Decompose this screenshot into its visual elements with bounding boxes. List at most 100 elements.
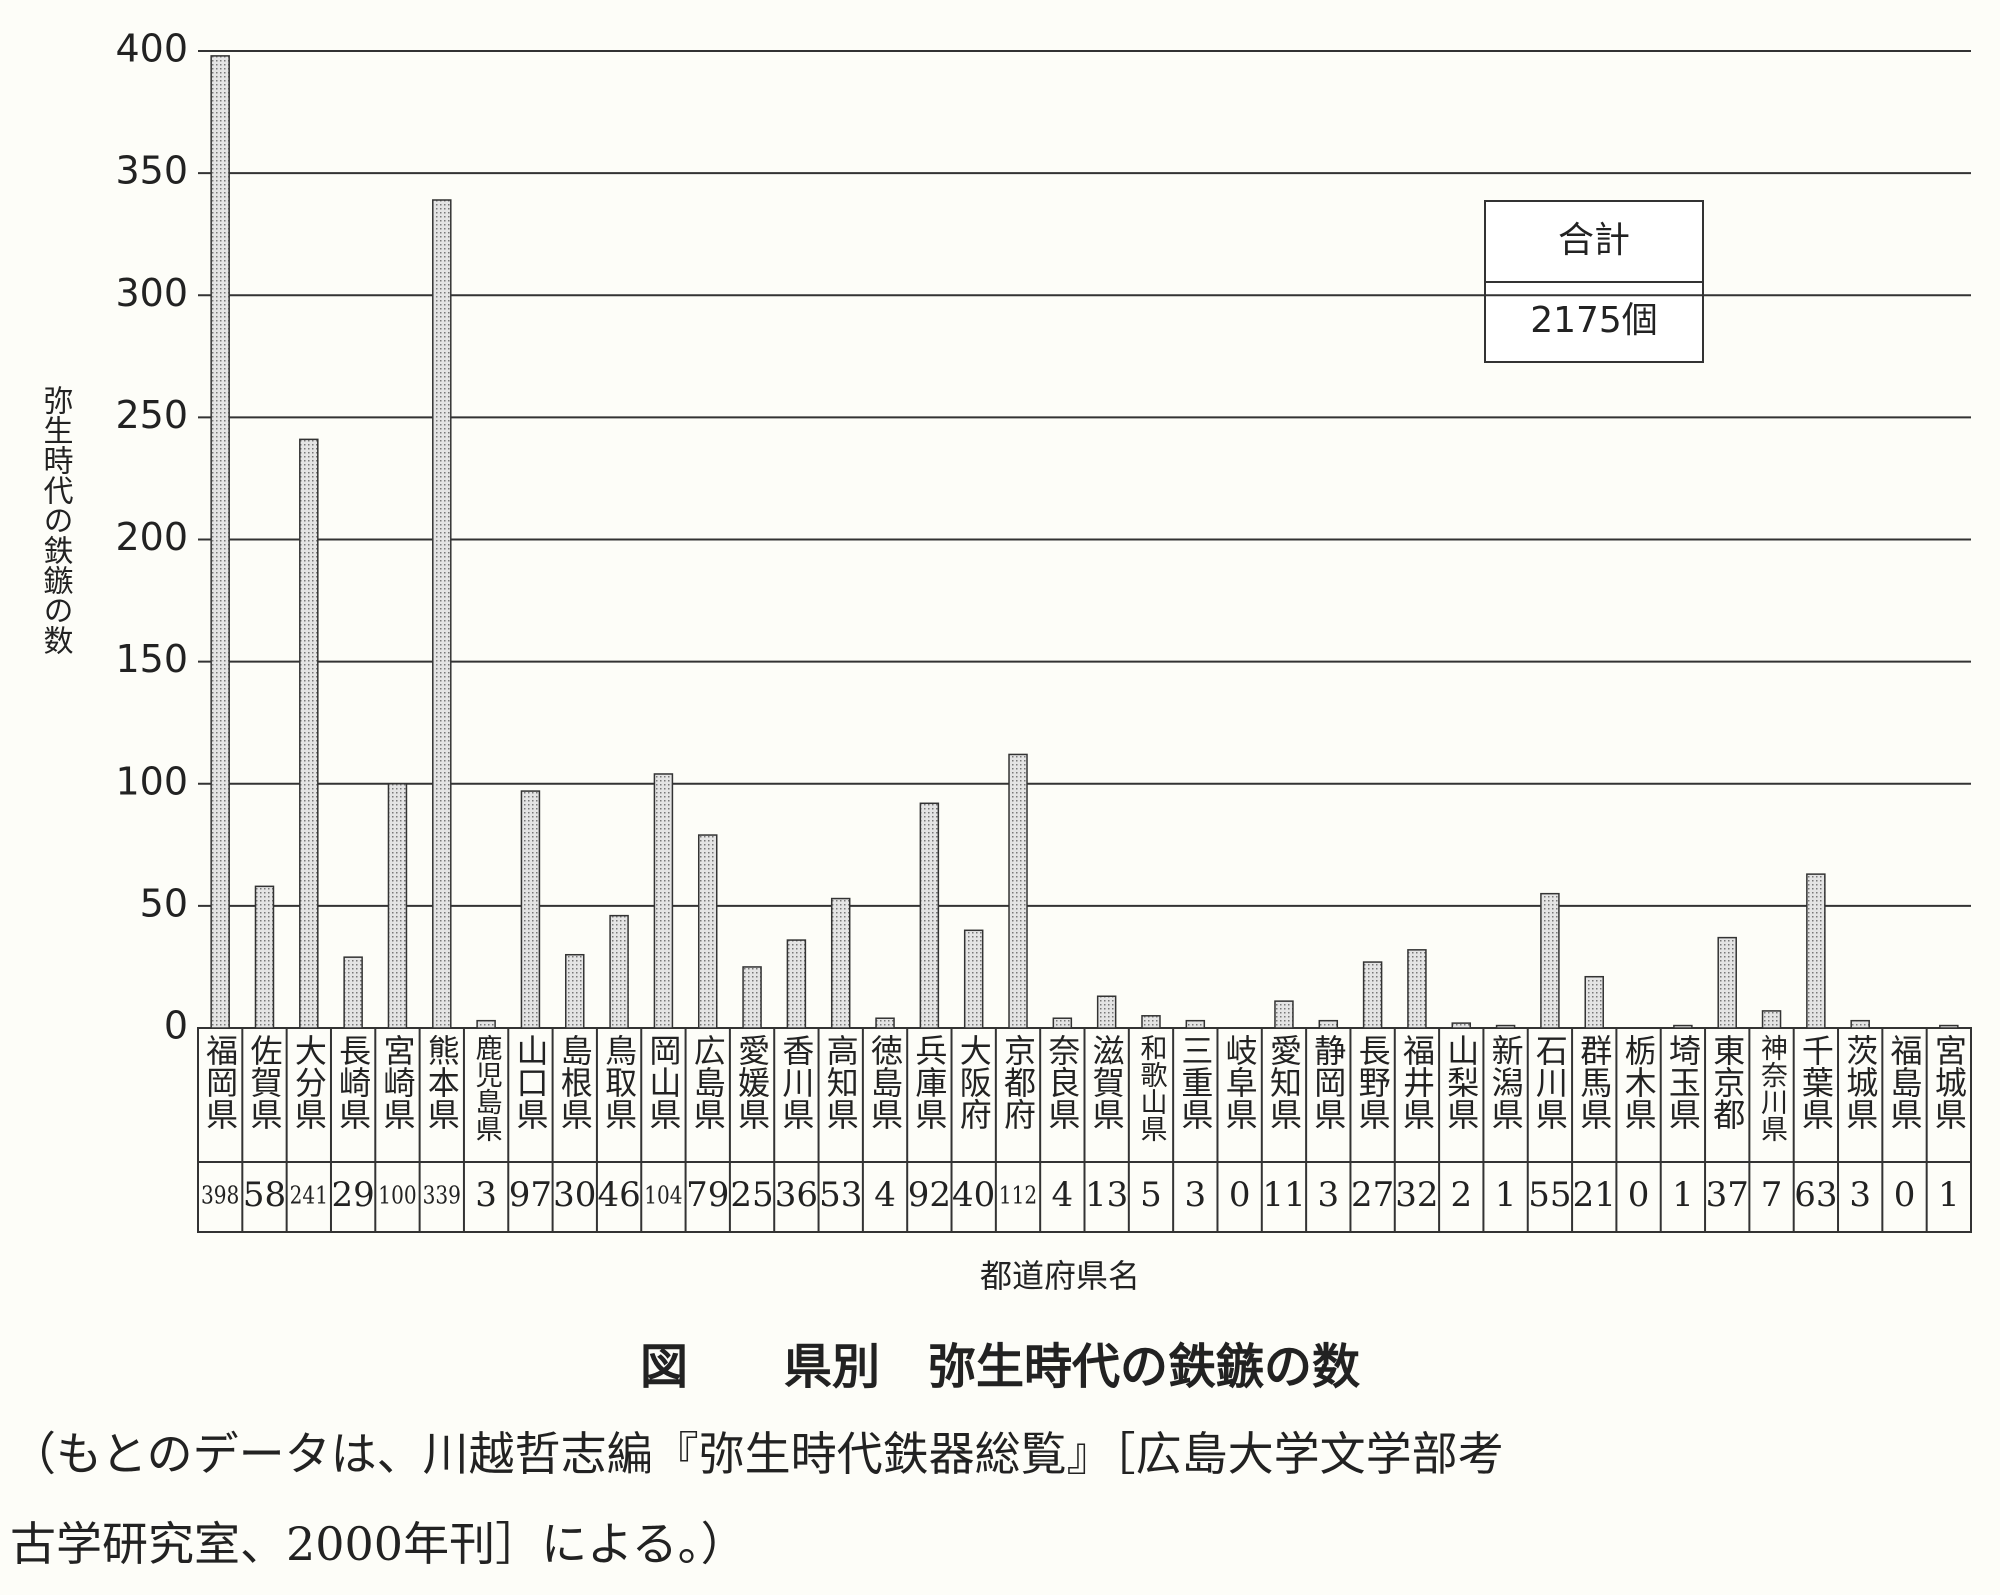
bar xyxy=(653,773,674,1029)
y-tick-label: 200 xyxy=(115,515,188,559)
x-tick-label: 高知県 xyxy=(822,1034,860,1130)
y-tick-label: 50 xyxy=(140,881,188,925)
value-label: 29 xyxy=(332,1175,375,1215)
value-label: 0 xyxy=(1628,1175,1650,1215)
value-label: 37 xyxy=(1706,1175,1749,1215)
y-tick-label: 350 xyxy=(115,149,188,193)
value-label: 3 xyxy=(1849,1175,1871,1215)
bar xyxy=(742,966,762,1029)
bar xyxy=(1850,1019,1870,1029)
x-tick-label: 京都府 xyxy=(999,1034,1037,1130)
bar xyxy=(343,956,363,1029)
y-tick-label: 150 xyxy=(115,637,188,681)
bar xyxy=(565,953,585,1029)
value-label: 32 xyxy=(1395,1175,1438,1215)
bar xyxy=(1318,1019,1339,1029)
value-label: 11 xyxy=(1262,1175,1305,1215)
value-label: 3 xyxy=(1317,1175,1339,1215)
x-tick-label: 愛知県 xyxy=(1265,1034,1303,1130)
source-note: 古学研究室、2000年刊］による。） xyxy=(10,1517,747,1571)
bar xyxy=(1806,873,1826,1029)
bar xyxy=(1673,1024,1693,1029)
bar xyxy=(1274,1000,1294,1029)
value-label: 398 xyxy=(201,1182,239,1210)
value-label: 4 xyxy=(1052,1175,1074,1215)
x-tick-label: 宮城県 xyxy=(1930,1034,1968,1130)
bar xyxy=(210,55,230,1029)
value-label: 0 xyxy=(1894,1175,1916,1215)
value-label: 0 xyxy=(1229,1175,1251,1215)
value-label: 4 xyxy=(874,1175,896,1215)
x-tick-label: 茨城県 xyxy=(1841,1034,1879,1130)
value-label: 1 xyxy=(1672,1175,1694,1215)
value-label: 100 xyxy=(378,1182,416,1210)
x-tick-label: 大阪府 xyxy=(955,1034,993,1130)
bar xyxy=(387,783,408,1029)
value-label: 79 xyxy=(686,1175,729,1215)
bar xyxy=(1407,949,1427,1029)
x-tick-label: 群馬県 xyxy=(1575,1034,1613,1130)
x-tick-label: 島根県 xyxy=(556,1034,594,1130)
x-tick-label: 山口県 xyxy=(511,1034,549,1130)
bar xyxy=(476,1019,496,1029)
value-label: 46 xyxy=(597,1175,640,1215)
x-tick-label: 栃木県 xyxy=(1620,1034,1658,1130)
value-label: 339 xyxy=(423,1182,461,1210)
x-tick-label: 兵庫県 xyxy=(910,1034,948,1130)
x-tick-label: 三重県 xyxy=(1176,1034,1214,1130)
x-tick-label: 愛媛県 xyxy=(733,1034,771,1130)
value-label: 112 xyxy=(999,1182,1037,1210)
x-tick-label: 福岡県 xyxy=(201,1034,239,1130)
bar xyxy=(963,929,984,1029)
value-label: 63 xyxy=(1794,1175,1837,1215)
value-label: 241 xyxy=(290,1182,328,1210)
y-tick-label: 250 xyxy=(115,393,188,437)
bar xyxy=(1052,1017,1073,1029)
value-label: 53 xyxy=(819,1175,862,1215)
bar xyxy=(1185,1019,1206,1029)
value-label: 3 xyxy=(1184,1175,1206,1215)
x-tick-label: 徳島県 xyxy=(866,1034,904,1130)
x-tick-label: 埼玉県 xyxy=(1664,1034,1702,1130)
bar xyxy=(520,790,541,1029)
x-tick-label: 石川県 xyxy=(1531,1034,1569,1130)
bar xyxy=(1008,753,1028,1029)
x-tick-label: 長野県 xyxy=(1354,1034,1392,1130)
bar xyxy=(1540,892,1560,1029)
value-label: 5 xyxy=(1140,1175,1162,1215)
x-tick-label: 香川県 xyxy=(777,1034,815,1130)
value-label: 7 xyxy=(1761,1175,1783,1215)
x-tick-label: 山梨県 xyxy=(1442,1034,1480,1130)
bar xyxy=(786,939,807,1029)
bar xyxy=(1141,1015,1161,1029)
x-axis-label: 都道府県名 xyxy=(980,1257,1140,1295)
bar xyxy=(254,885,275,1029)
value-label: 21 xyxy=(1573,1175,1616,1215)
y-tick-label: 0 xyxy=(164,1004,188,1048)
value-label: 30 xyxy=(553,1175,596,1215)
x-tick-label: 千葉県 xyxy=(1797,1034,1835,1130)
x-tick-label: 岡山県 xyxy=(644,1034,682,1130)
bar xyxy=(299,438,319,1029)
x-tick-label: 神奈川県 xyxy=(1756,1034,1788,1142)
value-label: 2 xyxy=(1450,1175,1472,1215)
bar xyxy=(1362,961,1383,1029)
x-tick-label: 新潟県 xyxy=(1487,1034,1525,1130)
x-tick-label: 奈良県 xyxy=(1043,1034,1081,1130)
x-tick-label: 長崎県 xyxy=(334,1034,372,1130)
bar xyxy=(919,802,940,1029)
bar xyxy=(1451,1022,1472,1029)
value-label: 1 xyxy=(1495,1175,1517,1215)
chart-title: 図 県別 弥生時代の鉄鏃の数 xyxy=(640,1339,1360,1395)
value-label: 55 xyxy=(1528,1175,1571,1215)
x-tick-label: 熊本県 xyxy=(423,1034,461,1130)
bar xyxy=(1495,1024,1516,1029)
bar xyxy=(1717,936,1737,1029)
x-tick-label: 福井県 xyxy=(1398,1034,1436,1130)
x-tick-label: 和歌山県 xyxy=(1135,1034,1167,1142)
y-tick-label: 300 xyxy=(115,271,188,315)
x-tick-label: 大分県 xyxy=(290,1034,328,1130)
value-label: 97 xyxy=(509,1175,552,1215)
x-tick-label: 広島県 xyxy=(689,1034,727,1130)
